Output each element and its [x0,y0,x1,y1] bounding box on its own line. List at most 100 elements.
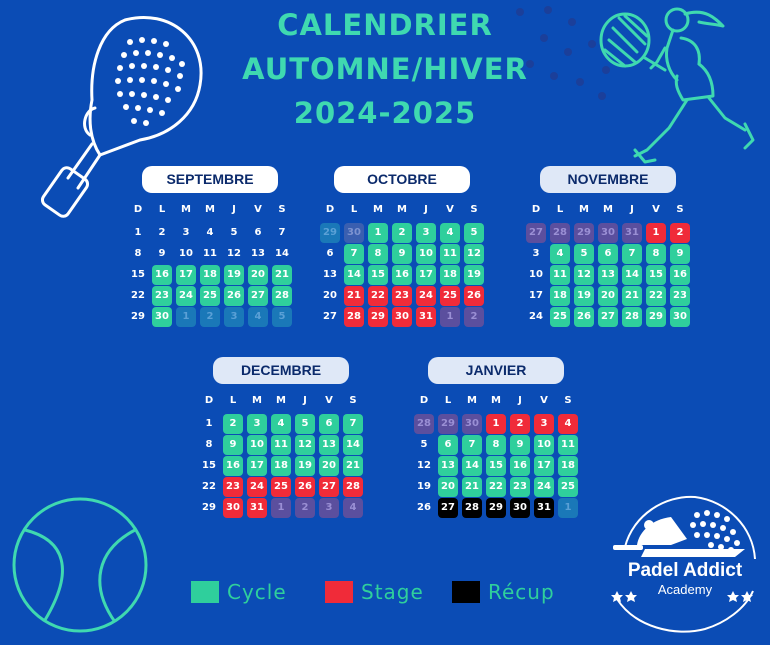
day-cell: 13 [323,269,337,280]
day-cell: 29 [438,414,458,434]
day-cell: 3 [416,223,436,243]
day-cell: 3 [247,414,267,434]
day-cell: 6 [254,227,262,238]
day-cell: 31 [534,498,554,518]
day-cell: 4 [343,498,363,518]
day-cell: 31 [416,307,436,327]
day-cell: 5 [574,244,594,264]
day-cell: 22 [646,286,666,306]
day-cell: 1 [646,223,666,243]
logo-sub: Academy [657,582,713,597]
day-cell: 30 [344,223,364,243]
day-cell: 29 [486,498,506,518]
legend-stage: Stage [325,580,424,604]
weekday-header: J [303,395,307,406]
day-cell: 28 [462,498,482,518]
day-cell: 20 [438,477,458,497]
day-cell: 2 [392,223,412,243]
day-cell: 4 [248,307,268,327]
day-cell: 4 [206,227,214,238]
weekday-header: S [676,204,684,215]
day-cell: 24 [529,311,543,322]
day-cell: 22 [131,290,145,301]
day-cell: 29 [574,223,594,243]
day-cell: 1 [176,307,196,327]
day-cell: 3 [532,248,540,259]
legend-cycle-swatch [191,581,219,603]
day-cell: 1 [440,307,460,327]
weekday-header: S [470,204,478,215]
day-cell: 20 [319,456,339,476]
day-cell: 15 [131,269,145,280]
weekday-header: D [419,395,429,406]
day-cell: 27 [323,311,337,322]
day-cell: 9 [510,435,530,455]
weekday-header: L [350,204,358,215]
weekday-header: M [467,395,477,406]
day-cell: 11 [203,248,217,259]
day-cell: 12 [417,460,431,471]
day-cell: 1 [558,498,578,518]
legend-cycle-label: Cycle [227,580,287,604]
day-cell: 18 [550,286,570,306]
day-cell: 5 [230,227,238,238]
weekday-header: J [232,204,236,215]
day-cell: 13 [319,435,339,455]
day-cell: 27 [319,477,339,497]
day-cell: 24 [416,286,436,306]
day-cell: 8 [134,248,142,259]
day-cell: 16 [152,265,172,285]
day-cell: 16 [670,265,690,285]
weekday-header: M [603,204,613,215]
day-cell: 4 [558,414,578,434]
weekday-header: V [446,204,454,215]
day-cell: 15 [486,456,506,476]
day-cell: 23 [670,286,690,306]
weekday-header: M [491,395,501,406]
day-cell: 21 [462,477,482,497]
day-cell: 29 [368,307,388,327]
day-cell: 17 [534,456,554,476]
day-cell: 22 [202,481,216,492]
day-cell: 13 [251,248,265,259]
day-cell: 15 [646,265,666,285]
weekday-header: M [373,204,383,215]
day-cell: 28 [414,414,434,434]
day-cell: 14 [622,265,642,285]
day-cell: 22 [486,477,506,497]
weekday-header: M [579,204,589,215]
day-cell: 9 [392,244,412,264]
day-cell: 26 [574,307,594,327]
day-cell: 30 [152,307,172,327]
day-cell: 10 [247,435,267,455]
weekday-header: D [325,204,335,215]
month-label-novembre: NOVEMBRE [540,166,676,193]
day-cell: 4 [440,223,460,243]
day-cell: 21 [344,286,364,306]
day-cell: 13 [438,456,458,476]
day-cell: 12 [574,265,594,285]
weekday-header: L [229,395,237,406]
weekday-header: M [252,395,262,406]
day-cell: 31 [247,498,267,518]
day-cell: 28 [550,223,570,243]
day-cell: 26 [295,477,315,497]
day-cell: 29 [646,307,666,327]
weekday-header: J [424,204,428,215]
day-cell: 25 [200,286,220,306]
day-cell: 1 [134,227,142,238]
weekday-header: S [349,395,357,406]
day-cell: 30 [392,307,412,327]
weekday-header: D [531,204,541,215]
day-cell: 1 [368,223,388,243]
day-cell: 5 [295,414,315,434]
day-cell: 3 [224,307,244,327]
day-cell: 14 [462,456,482,476]
day-cell: 25 [271,477,291,497]
month-label-septembre: SEPTEMBRE [142,166,278,193]
day-cell: 30 [598,223,618,243]
day-cell: 23 [223,477,243,497]
day-cell: 28 [622,307,642,327]
day-cell: 28 [272,286,292,306]
day-cell: 18 [200,265,220,285]
